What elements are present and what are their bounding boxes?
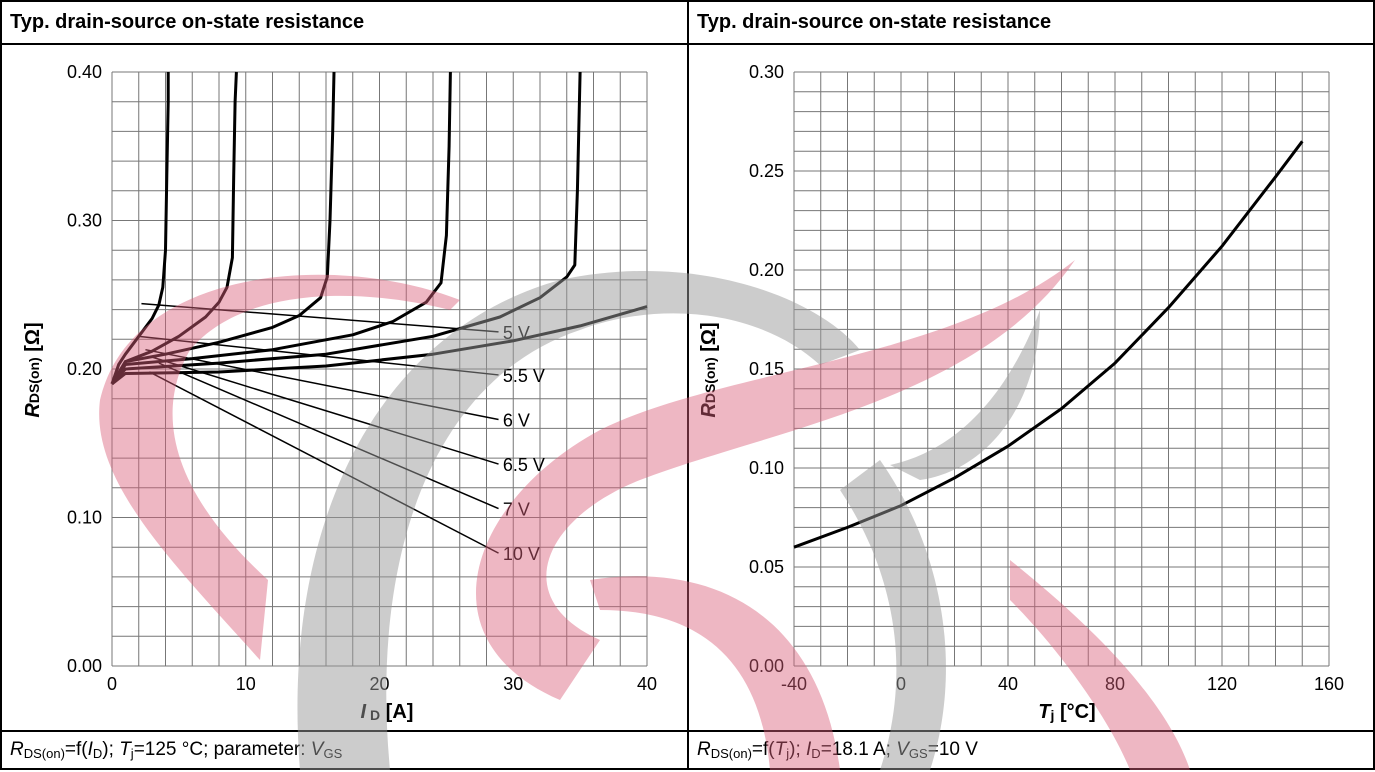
right-x-tick-label: 160 bbox=[1314, 674, 1344, 694]
left-series-label: 5.5 V bbox=[503, 366, 545, 386]
left-series-label: 5 V bbox=[503, 323, 530, 343]
right-chart-grid bbox=[793, 71, 1330, 667]
right-series-line-1 bbox=[793, 140, 1304, 549]
right-y-tick-label: 0.25 bbox=[749, 161, 784, 181]
left-leader-line bbox=[151, 356, 499, 465]
right-x-tick-label: 40 bbox=[998, 674, 1018, 694]
left-x-tick-label: 20 bbox=[369, 674, 389, 694]
right-y-tick-label: 0.00 bbox=[749, 656, 784, 676]
left-y-tick-label: 0.30 bbox=[67, 211, 102, 231]
right-x-tick-label: -40 bbox=[781, 674, 807, 694]
left-series-line-2 bbox=[110, 71, 238, 385]
left-y-tick-label: 0.20 bbox=[67, 359, 102, 379]
right-chart: -40 0 40 80 120 160 0.00 0.05 0.10 0.15 0.20 0.25 0.… bbox=[698, 62, 1344, 723]
left-x-tick-label: 30 bbox=[503, 674, 523, 694]
left-series-label: 10 V bbox=[503, 544, 540, 564]
right-y-tick-label: 0.05 bbox=[749, 557, 784, 577]
left-chart-ylabel: RDS(on) [Ω] bbox=[22, 322, 44, 417]
left-leader-line bbox=[158, 362, 499, 510]
left-chart-header: Typ. drain-source on-state resistance bbox=[2, 2, 687, 45]
left-chart-series-labels: 5 V 5.5 V 6 V 6.5 V 7 V 10 V bbox=[503, 323, 545, 564]
right-chart-header: Typ. drain-source on-state resistance bbox=[689, 2, 1373, 45]
left-x-tick-label: 0 bbox=[107, 674, 117, 694]
right-y-tick-label: 0.30 bbox=[749, 62, 784, 82]
left-y-tick-label: 0.00 bbox=[67, 656, 102, 676]
right-x-tick-label: 80 bbox=[1105, 674, 1125, 694]
right-chart-tick-labels: -40 0 40 80 120 160 0.00 0.05 0.10 0.15 0.20 0.25 0.… bbox=[749, 62, 1344, 694]
right-y-tick-label: 0.20 bbox=[749, 260, 784, 280]
left-chart-tick-labels: 0 10 20 30 40 0.00 0.10 0.20 0.30 0.40 bbox=[67, 62, 657, 694]
right-y-tick-label: 0.10 bbox=[749, 458, 784, 478]
left-chart-xlabel: I D [A] bbox=[361, 701, 414, 723]
right-chart-ylabel: RDS(on) [Ω] bbox=[698, 322, 720, 417]
left-series-label: 6 V bbox=[503, 410, 530, 430]
right-x-tick-label: 0 bbox=[896, 674, 906, 694]
left-series-label: 7 V bbox=[503, 500, 530, 520]
left-x-tick-label: 40 bbox=[637, 674, 657, 694]
left-chart: 5 V 5.5 V 6 V 6.5 V 7 V 10 V 0 10 20 30 40 0.00 0.1… bbox=[22, 62, 657, 723]
right-chart-panel: Typ. drain-source on-state resistance -4… bbox=[687, 0, 1375, 770]
left-x-tick-label: 10 bbox=[236, 674, 256, 694]
left-chart-panel: Typ. drain-source on-state resistance 5 … bbox=[0, 0, 689, 770]
left-leader-line bbox=[141, 302, 499, 333]
right-chart-series bbox=[793, 140, 1304, 549]
left-series-label: 6.5 V bbox=[503, 455, 545, 475]
right-chart-footer: RDS(on)=f(Tj); ID=18.1 A; VGS=10 V bbox=[689, 730, 1373, 768]
right-x-tick-label: 120 bbox=[1207, 674, 1237, 694]
right-chart-xlabel: Tj [°C] bbox=[1038, 701, 1095, 723]
left-series-line-4 bbox=[110, 71, 452, 385]
left-chart-footer: RDS(on)=f(ID); Tj=125 °C; parameter: VGS bbox=[2, 730, 687, 768]
left-y-tick-label: 0.40 bbox=[67, 62, 102, 82]
right-y-tick-label: 0.15 bbox=[749, 359, 784, 379]
left-y-tick-label: 0.10 bbox=[67, 508, 102, 528]
